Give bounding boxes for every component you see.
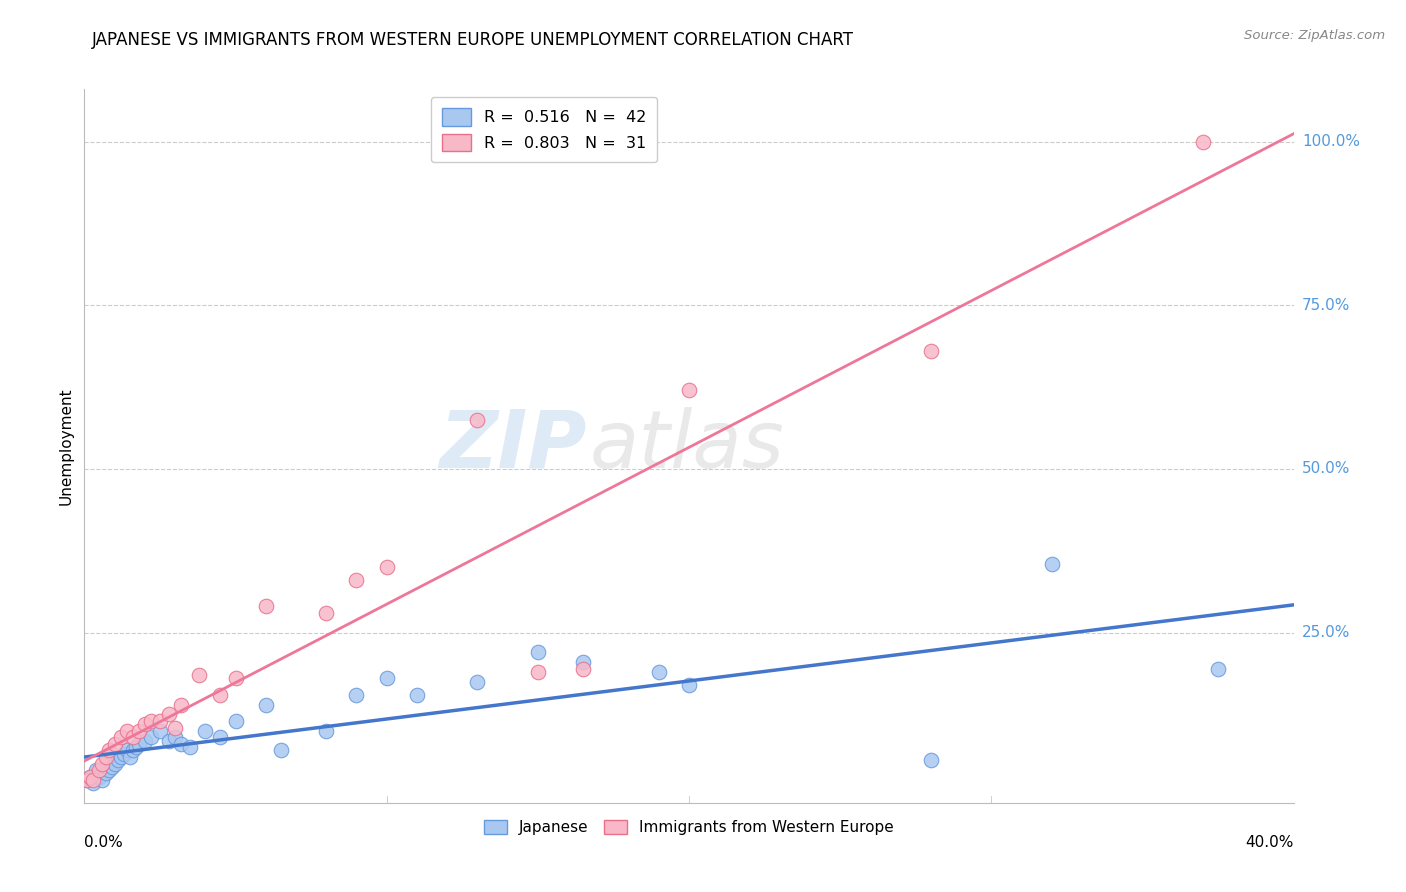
Point [89,770,111,784]
Point [128,723,150,738]
Point [139,731,162,745]
Text: Source: ZipAtlas.com: Source: ZipAtlas.com [1244,29,1385,42]
Text: 50.0%: 50.0% [1302,461,1350,476]
Point [179,740,201,755]
Point [115,723,138,738]
Point [107,753,129,767]
Point [100,760,122,774]
Point [346,688,368,702]
Point [406,688,429,702]
Point [134,733,156,747]
Point [209,688,232,702]
Point [254,599,277,614]
Point [104,737,127,751]
Point [346,573,368,587]
Point [572,655,595,669]
Point [527,645,550,659]
Point [375,560,398,574]
Point [94,750,117,764]
Point [97,743,120,757]
Text: 40.0%: 40.0% [1246,835,1294,850]
Point [1206,662,1229,676]
Point [94,766,117,780]
Point [149,714,172,728]
Point [678,678,700,692]
Text: 100.0%: 100.0% [1302,134,1360,149]
Point [270,743,292,757]
Point [139,714,162,728]
Point [82,776,104,790]
Text: 75.0%: 75.0% [1302,298,1350,313]
Point [165,731,187,745]
Point [254,698,277,712]
Point [467,674,489,689]
Text: JAPANESE VS IMMIGRANTS FROM WESTERN EUROPE UNEMPLOYMENT CORRELATION CHART: JAPANESE VS IMMIGRANTS FROM WESTERN EURO… [91,31,853,49]
Legend: Japanese, Immigrants from Western Europe: Japanese, Immigrants from Western Europe [478,814,900,841]
Point [125,740,148,755]
Point [315,606,337,620]
Point [157,707,180,722]
Point [225,672,247,686]
Point [375,672,398,686]
Point [104,756,127,771]
Point [678,384,700,398]
Point [149,723,172,738]
Point [157,733,180,747]
Point [76,772,98,787]
Point [76,772,98,787]
Point [170,737,193,751]
Point [134,717,156,731]
Text: 25.0%: 25.0% [1302,625,1350,640]
Point [165,721,187,735]
Point [97,763,120,777]
Point [121,731,143,745]
Point [1192,135,1215,149]
Point [170,698,193,712]
Point [1040,557,1063,571]
Y-axis label: Unemployment: Unemployment [58,387,73,505]
Point [315,723,337,738]
Point [82,772,104,787]
Point [110,731,132,745]
Point [110,750,132,764]
Point [91,772,114,787]
Point [194,723,217,738]
Text: atlas: atlas [589,407,785,485]
Point [118,750,141,764]
Point [89,763,111,777]
Point [209,731,232,745]
Point [86,763,108,777]
Point [91,756,114,771]
Text: ZIP: ZIP [439,407,586,485]
Text: 0.0%: 0.0% [84,835,124,850]
Point [527,665,550,679]
Point [128,737,150,751]
Point [648,665,671,679]
Point [467,413,489,427]
Point [112,747,135,761]
Point [115,743,138,757]
Point [188,668,211,682]
Point [572,662,595,676]
Point [79,770,101,784]
Point [225,714,247,728]
Point [920,753,942,767]
Point [79,770,101,784]
Point [920,344,942,359]
Point [121,743,143,757]
